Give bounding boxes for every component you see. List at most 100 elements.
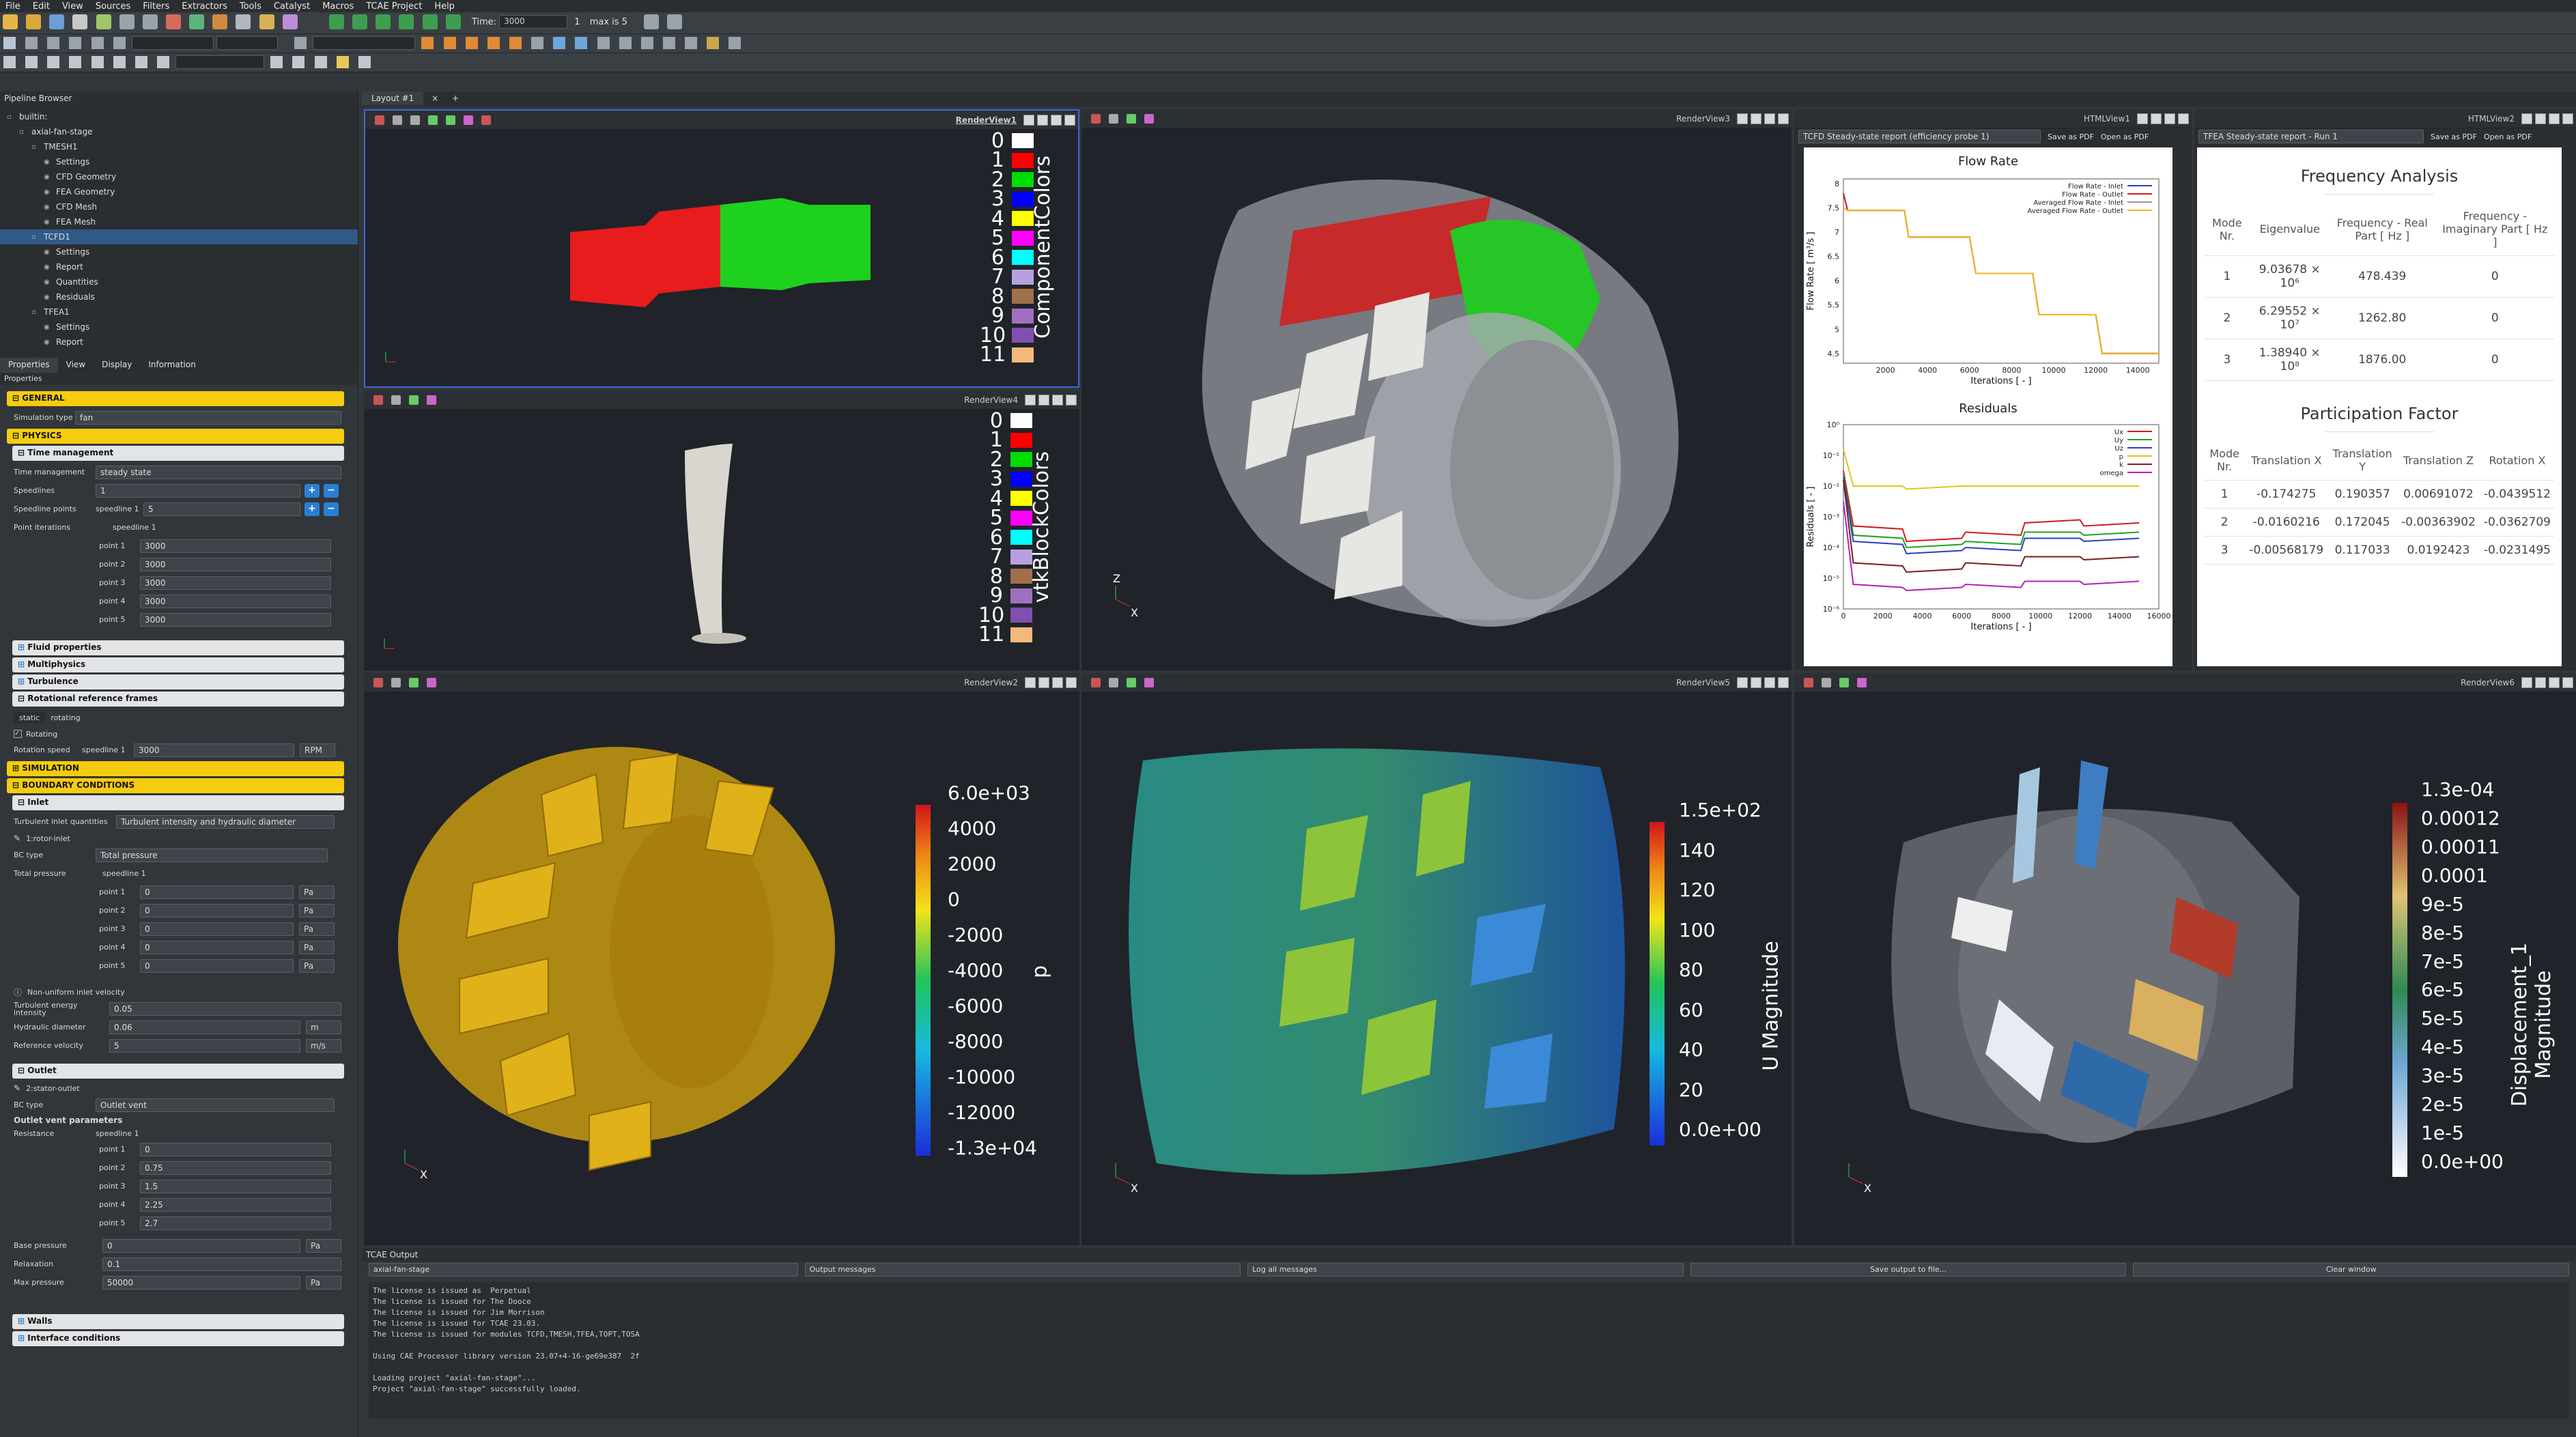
- turb-inlet-select[interactable]: Turbulent intensity and hydraulic diamet…: [116, 814, 335, 829]
- eye-icon[interactable]: ◉: [44, 173, 50, 181]
- reset-icon[interactable]: [189, 14, 205, 29]
- eye-icon[interactable]: ◉: [44, 248, 50, 256]
- time-inspector-icon[interactable]: [644, 14, 660, 29]
- help-icon[interactable]: [282, 14, 298, 29]
- point-input[interactable]: 3000: [140, 557, 331, 571]
- view-plus-y-icon[interactable]: [640, 37, 653, 49]
- eye-icon[interactable]: ◉: [44, 203, 50, 211]
- report-select[interactable]: TFEA Steady-state report - Run 1: [2198, 130, 2424, 143]
- tab-static[interactable]: static: [14, 712, 46, 724]
- view-minus-x-icon[interactable]: [619, 37, 632, 49]
- eye-icon[interactable]: ▫: [19, 128, 24, 136]
- eye-icon[interactable]: ◉: [44, 293, 50, 301]
- eye-icon[interactable]: ◉: [44, 218, 50, 226]
- redo-icon[interactable]: [142, 14, 158, 29]
- threshold-icon[interactable]: [113, 37, 126, 49]
- point-input[interactable]: 3000: [140, 539, 331, 553]
- point-input[interactable]: 1.5: [140, 1179, 331, 1193]
- annotate-icon[interactable]: [314, 56, 327, 68]
- interactive-icon[interactable]: [1144, 113, 1154, 124]
- representation-select[interactable]: [131, 36, 214, 50]
- maximize-icon[interactable]: [1764, 113, 1775, 124]
- tools-icon[interactable]: [212, 14, 228, 29]
- eye-icon[interactable]: ◉: [44, 263, 50, 271]
- split-h-icon[interactable]: [1025, 394, 1036, 406]
- pipeline-item[interactable]: ▫ TMESH1: [0, 139, 358, 154]
- surface-icon[interactable]: [410, 115, 420, 125]
- tab-properties[interactable]: Properties: [0, 358, 58, 373]
- simulation-section[interactable]: ⊞ SIMULATION: [7, 761, 344, 776]
- menu-item[interactable]: Macros: [322, 1, 354, 12]
- relaxation-input[interactable]: 0.1: [102, 1257, 341, 1271]
- bc-type2-select[interactable]: Outlet vent: [96, 1098, 335, 1112]
- close-view-icon[interactable]: [1778, 113, 1789, 124]
- line-icon[interactable]: [91, 56, 104, 68]
- maximize-icon[interactable]: [1051, 114, 1062, 126]
- interactive-icon[interactable]: [464, 115, 473, 125]
- multiphysics-section[interactable]: ⊞ Multiphysics: [12, 657, 344, 672]
- point-input[interactable]: 0: [140, 940, 294, 954]
- rotate-icon[interactable]: [707, 37, 720, 49]
- contour-icon[interactable]: [47, 37, 60, 49]
- rescale-visible-icon[interactable]: [509, 37, 522, 49]
- split-h-icon[interactable]: [1737, 113, 1748, 124]
- tab-rotating[interactable]: rotating: [51, 713, 81, 722]
- play-icon[interactable]: [376, 14, 391, 29]
- render-view-5[interactable]: RenderView5 X 1.5e+02 140 120 100 80 60 40 20 0.…: [1081, 673, 1792, 1245]
- menu-item[interactable]: Extractors: [182, 1, 227, 12]
- save-icon[interactable]: [49, 14, 65, 29]
- clear-window-button[interactable]: Clear window: [2133, 1263, 2569, 1277]
- unit-select[interactable]: Pa: [299, 922, 335, 936]
- interactive-icon[interactable]: [427, 677, 436, 687]
- point-input[interactable]: 0: [140, 885, 294, 899]
- rotation-speed-input[interactable]: 3000: [134, 743, 294, 757]
- walls-section[interactable]: ⊞ Walls: [12, 1314, 344, 1329]
- reset-camera-icon[interactable]: [531, 37, 544, 49]
- interactive-icon[interactable]: [427, 395, 436, 405]
- open-icon[interactable]: [3, 14, 18, 29]
- rpm-select[interactable]: RPM: [300, 743, 335, 757]
- point-input[interactable]: 3000: [140, 612, 331, 627]
- add-tab-icon[interactable]: +: [452, 94, 459, 103]
- turbulence-section[interactable]: ⊞ Turbulence: [12, 674, 344, 689]
- maximize-icon[interactable]: [2549, 677, 2560, 688]
- close-view-icon[interactable]: [2178, 113, 2189, 124]
- close-view-icon[interactable]: [2562, 677, 2573, 688]
- rv-input[interactable]: 5: [109, 1038, 300, 1053]
- points-icon[interactable]: [409, 395, 419, 405]
- lock-icon[interactable]: [259, 14, 274, 29]
- split-v-icon[interactable]: [1037, 114, 1048, 126]
- split-v-icon[interactable]: [1751, 113, 1761, 124]
- camera-icon[interactable]: [373, 395, 383, 405]
- point-input[interactable]: 0.75: [140, 1161, 331, 1175]
- close-view-icon[interactable]: [2562, 113, 2573, 124]
- outlet-section[interactable]: ⊟ Outlet: [12, 1064, 344, 1079]
- eye-icon[interactable]: ◉: [44, 158, 50, 166]
- prev-frame-icon[interactable]: [352, 14, 368, 29]
- disk-icon[interactable]: [69, 56, 82, 68]
- remove-icon[interactable]: −: [324, 502, 339, 516]
- camera-icon[interactable]: [165, 14, 181, 29]
- zoom-box-icon[interactable]: [575, 37, 588, 49]
- clear-icon[interactable]: [481, 115, 491, 125]
- pipeline-item[interactable]: ◉ FEA Geometry: [0, 184, 358, 199]
- close-view-icon[interactable]: [1778, 677, 1789, 688]
- save-pdf-button[interactable]: Save as PDF: [2431, 132, 2477, 141]
- split-v-icon[interactable]: [2535, 677, 2546, 688]
- simulation-type-select[interactable]: fan: [75, 410, 341, 425]
- output-level-select[interactable]: Log all messages: [1247, 1263, 1684, 1277]
- output-type-select[interactable]: Output messages: [804, 1263, 1241, 1277]
- rrf-section[interactable]: ⊟ Rotational reference frames: [12, 692, 344, 707]
- max-pressure-input[interactable]: 50000: [102, 1275, 300, 1290]
- camera-icon[interactable]: [375, 115, 384, 125]
- output-source-select[interactable]: axial-fan-stage: [369, 1263, 798, 1277]
- split-h-icon[interactable]: [1025, 677, 1036, 688]
- report-select[interactable]: TCFD Steady-state report (efficiency pro…: [1798, 130, 2041, 143]
- html-view-2[interactable]: HTMLView2 TFEA Steady-state report - Run…: [2194, 109, 2576, 670]
- menu-item[interactable]: Sources: [95, 1, 131, 12]
- text-icon[interactable]: [156, 56, 169, 68]
- split-v-icon[interactable]: [2151, 113, 2162, 124]
- copy-icon[interactable]: [728, 37, 741, 49]
- maximize-icon[interactable]: [1764, 677, 1775, 688]
- close-view-icon[interactable]: [1064, 114, 1075, 126]
